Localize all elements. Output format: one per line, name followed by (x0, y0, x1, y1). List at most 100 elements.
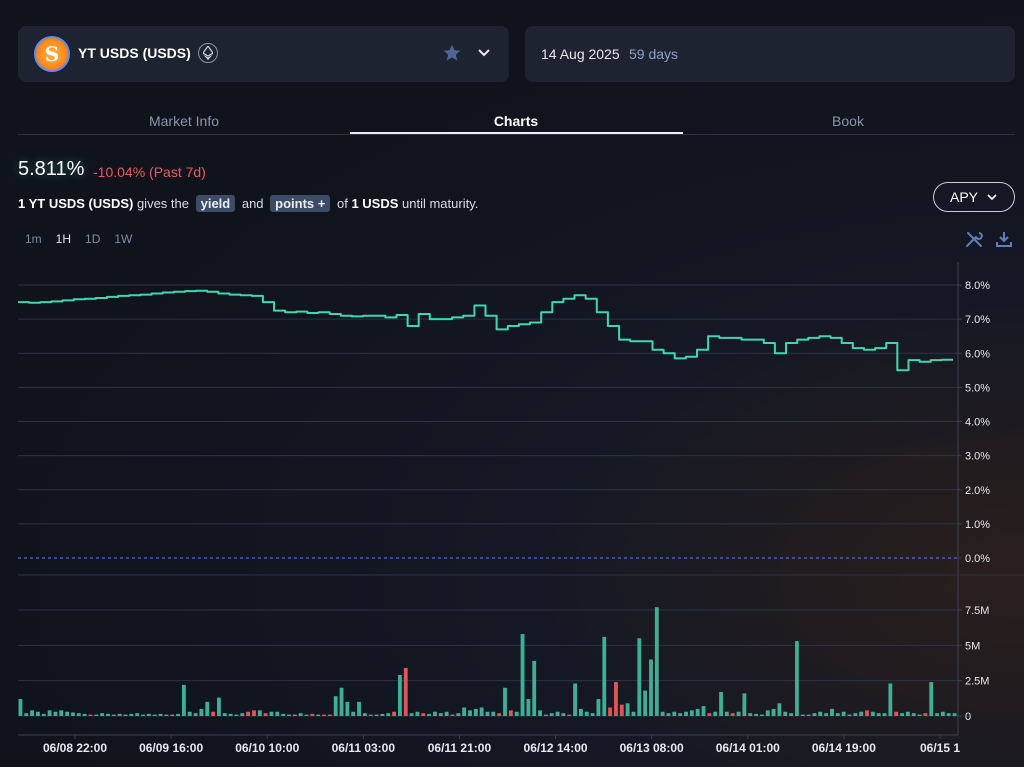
interval-1h[interactable]: 1H (55, 232, 72, 246)
volume-bar (479, 707, 484, 716)
volume-bar (771, 708, 776, 716)
interval-1w[interactable]: 1W (114, 232, 133, 246)
y-tick-label: 5.0% (965, 382, 990, 394)
volume-bar (830, 708, 834, 716)
download-icon[interactable] (995, 230, 1013, 248)
market-selector[interactable]: S YT USDS (USDS) (18, 26, 509, 82)
volume-bar (287, 714, 291, 716)
volume-bar (549, 713, 554, 716)
volume-bar (76, 713, 81, 716)
volume-bar (695, 708, 700, 716)
days-remaining: 59 days (629, 46, 679, 62)
volume-bar (608, 707, 613, 716)
volume-bar (65, 711, 70, 716)
tab-book[interactable]: Book (832, 113, 864, 129)
volume-bar (783, 711, 788, 716)
volume-bar (30, 710, 35, 716)
volume-bar (164, 714, 169, 716)
volume-bar (946, 713, 951, 716)
interval-1m[interactable]: 1m (25, 232, 42, 246)
interval-1d[interactable]: 1D (85, 232, 101, 246)
y-tick-label: 4.0% (965, 417, 990, 429)
volume-bar (543, 714, 548, 716)
volume-bar (684, 711, 688, 716)
volume-bar (433, 711, 437, 716)
x-tick-label: 06/12 14:00 (524, 741, 588, 755)
maturity-date: 14 Aug 2025 (541, 46, 620, 62)
volume-bar (292, 714, 297, 716)
volume-bar (403, 667, 408, 716)
volume-bar (835, 713, 840, 716)
volume-bar (444, 711, 449, 716)
volume-bar (123, 714, 128, 716)
volume-bar (859, 711, 864, 716)
yield-pill[interactable]: yield (195, 195, 236, 212)
tab-market-info[interactable]: Market Info (148, 113, 220, 129)
tab-charts[interactable]: Charts (493, 113, 539, 129)
chevron-down-icon[interactable] (476, 44, 492, 60)
points-pill[interactable]: points + (270, 195, 331, 212)
volume-bar (824, 713, 829, 716)
volume-bar (228, 713, 233, 716)
volume-bar (730, 713, 735, 716)
volume-bar (631, 711, 636, 716)
volume-bar (53, 711, 58, 716)
x-tick-label: 06/11 21:00 (428, 741, 492, 755)
volume-bar (158, 713, 163, 716)
usds-logo-icon: S (34, 36, 70, 72)
y-tick-label: 1.0% (965, 519, 990, 531)
x-tick-label: 06/14 19:00 (812, 741, 876, 755)
x-tick-label: 06/14 01:00 (716, 741, 780, 755)
volume-bar (911, 713, 916, 716)
volume-bar (357, 701, 361, 716)
volume-bar (888, 683, 893, 716)
volume-bar (666, 713, 671, 716)
volume-bar (141, 714, 145, 716)
volume-bar (304, 714, 309, 716)
volume-bar (847, 714, 852, 716)
volume-bar (614, 682, 618, 716)
volume-bar (473, 708, 478, 716)
volume-bar (82, 713, 87, 716)
x-tick-label: 06/10 10:00 (235, 741, 299, 755)
x-tick-label: 06/13 08:00 (620, 741, 684, 755)
y-tick-label: 7.0% (965, 314, 990, 326)
volume-bar (929, 682, 934, 716)
volume-bar (275, 711, 280, 716)
volume-bar (526, 699, 531, 716)
volume-bar (18, 699, 23, 716)
volume-bar (199, 708, 204, 716)
apy-dropdown[interactable]: APY (933, 182, 1015, 212)
star-icon[interactable] (442, 43, 462, 63)
volume-bar (497, 713, 502, 716)
volume-bar (619, 704, 624, 716)
volume-bar (935, 713, 939, 716)
apy-dropdown-label: APY (949, 189, 978, 205)
volume-bar (654, 607, 659, 716)
volume-bar (368, 714, 373, 716)
volume-bar (409, 713, 414, 716)
volume-bar (917, 714, 922, 716)
volume-bar (485, 711, 490, 716)
volume-bar (135, 713, 140, 716)
volume-bar (660, 711, 665, 716)
volume-bar (800, 714, 805, 716)
volume-bar (111, 714, 116, 716)
market-description: 1 YT USDS (USDS) gives the yield and poi… (18, 195, 478, 212)
volume-bar (36, 711, 40, 716)
volume-bar (561, 713, 566, 716)
maturity-selector[interactable]: 14 Aug 2025 59 days (525, 26, 1015, 82)
volume-bar (724, 711, 729, 716)
volume-bar (263, 713, 268, 716)
volume-tick-label: 2.5M (965, 676, 989, 688)
tools-icon[interactable] (965, 230, 983, 248)
volume-bar (672, 711, 677, 716)
volume-bar (923, 713, 928, 716)
active-tab-indicator (350, 132, 683, 134)
volume-bar (257, 710, 262, 716)
volume-bar (415, 711, 420, 716)
volume-bar (427, 713, 432, 716)
volume-bar (88, 714, 93, 716)
volume-bar (339, 687, 344, 716)
volume-bar (637, 638, 642, 716)
